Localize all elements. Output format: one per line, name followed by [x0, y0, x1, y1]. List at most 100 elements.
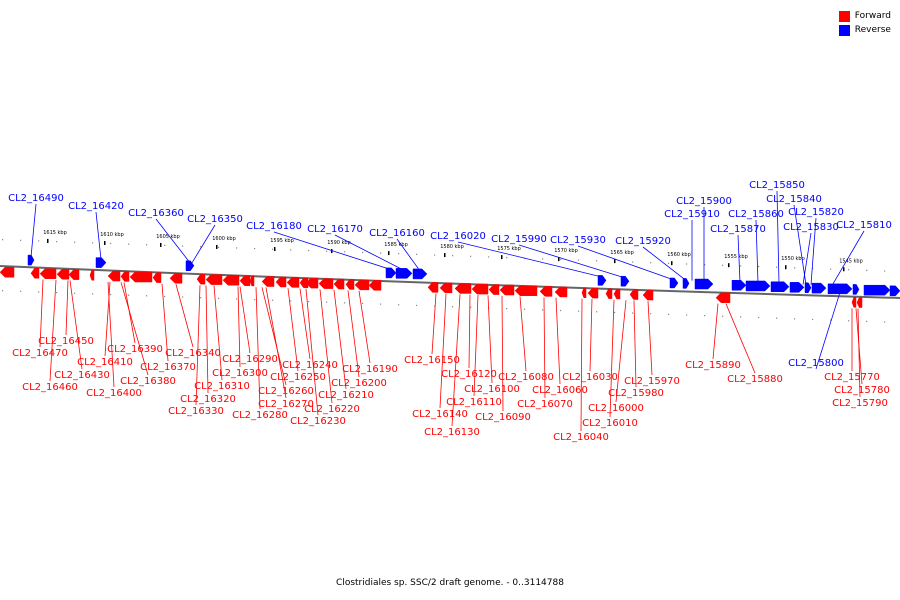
legend: Forward Reverse: [838, 9, 891, 37]
ruler-dot: [632, 261, 634, 263]
reverse-gene: [827, 283, 853, 295]
label-leader: [555, 297, 561, 385]
scale-label: 1550 kbp: [781, 256, 805, 262]
ruler-dot: [884, 270, 886, 272]
ruler-dot: [38, 291, 40, 293]
forward-gene: [554, 286, 568, 298]
forward-gene: [427, 282, 439, 293]
forward-gene: [239, 275, 251, 286]
ruler-dot: [344, 302, 346, 304]
reverse-gene: [863, 284, 891, 296]
forward-swatch: [838, 10, 850, 22]
label-leader: [609, 299, 615, 418]
reverse-gene: [694, 278, 714, 290]
gene-label: CL2_16150: [404, 355, 460, 366]
label-leader: [155, 218, 191, 264]
gene-label: CL2_16100: [464, 384, 520, 395]
gene-label: CL2_16310: [194, 381, 250, 392]
forward-gene: [539, 286, 553, 297]
reverse-swatch: [838, 24, 850, 36]
label-leaders: [30, 190, 865, 432]
ruler-dot: [146, 244, 148, 246]
label-leader: [65, 280, 69, 336]
grid-layer: [2, 239, 886, 323]
ruler-dot: [614, 311, 616, 314]
label-leader: [107, 281, 115, 388]
gene-label: CL2_16290: [222, 354, 278, 365]
forward-gene: [120, 271, 130, 282]
ruler-dot: [740, 265, 742, 267]
label-leader: [468, 294, 471, 369]
reverse-gene: [385, 267, 397, 279]
ruler-dot: [362, 251, 364, 254]
label-leader: [473, 294, 479, 397]
gene-label: CL2_16090: [475, 412, 531, 423]
label-leader: [255, 287, 261, 410]
ruler-dot: [200, 297, 202, 299]
label-leader: [265, 287, 287, 399]
ruler-dot: [290, 300, 292, 302]
gene-label: CL2_16060: [532, 385, 588, 396]
scale-tick: [47, 238, 49, 243]
forward-gene: [333, 278, 345, 290]
ruler-dot: [506, 256, 508, 259]
ruler-dot: [182, 245, 184, 247]
gene-label: CL2_16360: [128, 208, 184, 219]
label-leader: [299, 288, 311, 360]
forward-gene: [345, 279, 355, 290]
forward-gene: [581, 287, 587, 299]
gene-label: CL2_16130: [424, 427, 480, 438]
forward-gene: [454, 283, 472, 294]
ruler-dot: [830, 268, 832, 270]
label-leader: [39, 279, 44, 348]
forward-gene: [107, 270, 121, 282]
scale-label: 1615 kbp: [43, 230, 67, 236]
ruler-dot: [848, 320, 850, 322]
ruler-dot: [686, 314, 688, 316]
ruler-dot: [740, 316, 742, 318]
ruler-dot: [470, 255, 472, 257]
ruler-dot: [326, 250, 328, 252]
gene-label: CL2_16240: [282, 360, 338, 371]
ruler-dot: [110, 293, 112, 296]
gene-label: CL2_16200: [331, 378, 387, 389]
gene-label: CL2_15900: [676, 196, 732, 207]
gene-label: CL2_15800: [788, 358, 844, 369]
gene-label: CL2_16080: [498, 372, 554, 383]
ruler-dot: [128, 294, 130, 296]
gene-label: CL2_15910: [664, 209, 720, 220]
scale-tick: [274, 247, 276, 252]
scale-tick: [501, 255, 503, 260]
gene-label: CL2_16300: [212, 368, 268, 379]
ruler-dot: [668, 313, 670, 315]
ruler-dot: [308, 300, 310, 303]
forward-gene: [642, 289, 654, 301]
ruler-dot: [164, 295, 166, 298]
ruler-dot: [632, 312, 634, 314]
gene-label: CL2_16250: [270, 372, 326, 383]
gene-label: CL2_15860: [728, 209, 784, 220]
label-leader: [161, 283, 169, 362]
label-leader: [810, 217, 817, 285]
gene-label: CL2_15980: [608, 388, 664, 399]
label-leader: [712, 303, 719, 360]
ruler-dot: [2, 239, 4, 241]
forward-gene: [30, 267, 40, 279]
label-leader: [501, 295, 504, 412]
scale-tick: [388, 251, 390, 256]
gene-label: CL2_16000: [588, 403, 644, 414]
scale-label: 1560 kbp: [667, 252, 691, 258]
ruler-dot: [362, 302, 364, 305]
scale-label: 1590 kbp: [327, 240, 351, 246]
ruler-dot: [722, 264, 724, 266]
ruler-dot: [704, 264, 706, 266]
ruler-dot: [92, 293, 94, 295]
forward-gene: [68, 269, 80, 280]
label-leader: [519, 296, 527, 372]
ruler-dot: [776, 317, 778, 319]
forward-gene: [851, 297, 857, 308]
ruler-dot: [578, 310, 580, 312]
ruler-dot: [398, 304, 400, 306]
label-leader: [319, 289, 333, 404]
forward-gene: [39, 268, 57, 279]
